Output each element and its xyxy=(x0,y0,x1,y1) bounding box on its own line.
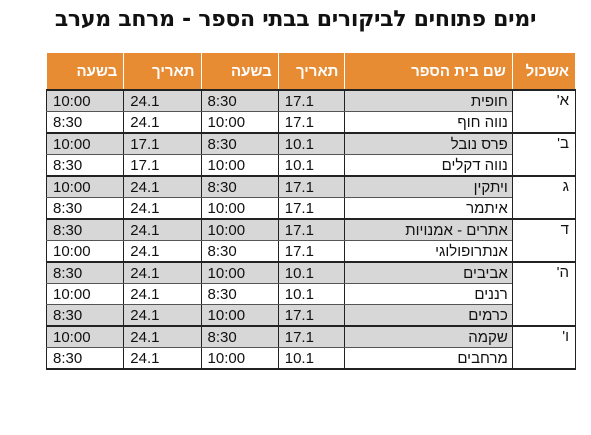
date-2-cell: 17.1 xyxy=(123,133,202,155)
school-name-cell: ויתקין xyxy=(344,176,513,198)
time-1-cell: 10:00 xyxy=(200,154,279,177)
time-1-cell: 8:30 xyxy=(200,133,279,155)
school-name-cell: חופית xyxy=(344,90,513,112)
table-row: רננים 10.1 8:30 24.1 10:00 xyxy=(45,283,576,305)
school-name-cell: איתמר xyxy=(344,197,513,220)
time-2-cell: 8:30 xyxy=(45,262,125,284)
school-name-cell: נווה חוף xyxy=(344,111,513,134)
table-header: אשכול שם בית הספר תאריך בשעה תאריך בשעה xyxy=(45,52,577,91)
time-1-cell: 8:30 xyxy=(200,176,279,198)
time-1-cell: 8:30 xyxy=(200,240,279,263)
time-1-cell: 10:00 xyxy=(200,304,279,327)
date-1-cell: 10.1 xyxy=(277,133,346,155)
header-cluster: אשכול xyxy=(511,52,577,91)
table-row: ו' שקמה 17.1 8:30 24.1 10:00 xyxy=(45,326,577,370)
date-1-cell: 17.1 xyxy=(277,197,346,220)
date-2-cell: 24.1 xyxy=(123,347,202,370)
date-2-cell: 24.1 xyxy=(123,283,202,305)
time-1-cell: 8:30 xyxy=(200,283,279,305)
date-2-cell: 24.1 xyxy=(123,219,202,241)
table-row: ג ויתקין 17.1 8:30 24.1 10:00 xyxy=(45,176,577,220)
date-1-cell: 17.1 xyxy=(277,240,346,263)
time-2-cell: 10:00 xyxy=(45,240,125,263)
table-body: א' חופית 17.1 8:30 24.1 10:00 נווה חוף 17.1 10:0… xyxy=(45,90,577,370)
date-2-cell: 24.1 xyxy=(123,262,202,284)
cluster-label: ב' xyxy=(511,133,577,177)
date-1-cell: 17.1 xyxy=(277,176,346,198)
table-row: ב' פרס נובל 10.1 8:30 17.1 10:00 xyxy=(45,133,577,177)
school-name-cell: רננים xyxy=(344,283,513,305)
time-2-cell: 10:00 xyxy=(45,283,125,305)
open-days-table: אשכול שם בית הספר תאריך בשעה תאריך בשעה … xyxy=(45,52,577,370)
school-name-cell: אנתרופולוגי xyxy=(344,240,513,263)
header-school-name: שם בית הספר xyxy=(344,52,513,91)
time-2-cell: 8:30 xyxy=(45,219,125,241)
date-1-cell: 10.1 xyxy=(277,283,346,305)
time-1-cell: 10:00 xyxy=(200,111,279,134)
date-1-cell: 17.1 xyxy=(277,90,346,112)
table-row: איתמר 17.1 10:00 24.1 8:30 xyxy=(45,197,576,220)
date-2-cell: 24.1 xyxy=(123,304,202,327)
time-2-cell: 10:00 xyxy=(45,90,125,112)
date-2-cell: 24.1 xyxy=(123,176,202,198)
date-1-cell: 10.1 xyxy=(277,262,346,284)
school-name-cell: נווה דקלים xyxy=(344,154,513,177)
time-2-cell: 10:00 xyxy=(45,133,125,155)
school-name-cell: פרס נובל xyxy=(344,133,513,155)
date-1-cell: 17.1 xyxy=(277,326,346,348)
cluster-label: ג xyxy=(511,176,577,220)
table-row: נווה דקלים 10.1 10:00 17.1 8:30 xyxy=(45,154,576,177)
page-title: ימים פתוחים לביקורים בבתי הספר - מרחב מע… xyxy=(54,7,537,32)
time-2-cell: 10:00 xyxy=(45,176,125,198)
date-1-cell: 17.1 xyxy=(277,219,346,241)
time-1-cell: 8:30 xyxy=(200,326,279,348)
time-2-cell: 8:30 xyxy=(45,197,125,220)
cluster-label: ה' xyxy=(511,262,577,327)
table-row: אנתרופולוגי 17.1 8:30 24.1 10:00 xyxy=(45,240,576,263)
school-name-cell: שקמה xyxy=(344,326,513,348)
table-row: ה' אביבים 10.1 10:00 24.1 8:30 xyxy=(45,262,577,327)
cluster-label: ד xyxy=(511,219,577,263)
time-2-cell: 8:30 xyxy=(45,154,125,177)
time-1-cell: 8:30 xyxy=(200,90,279,112)
time-2-cell: 8:30 xyxy=(45,347,125,370)
table-row: ד אתרים - אמנויות 17.1 10:00 24.1 8:30 xyxy=(45,219,577,263)
cluster-label: א' xyxy=(511,90,577,134)
school-name-cell: מרחבים xyxy=(344,347,513,370)
time-1-cell: 10:00 xyxy=(200,262,279,284)
header-date-2: תאריך xyxy=(123,52,202,91)
date-1-cell: 10.1 xyxy=(277,154,346,177)
school-name-cell: אביבים xyxy=(344,262,513,284)
header-time-2: בשעה xyxy=(45,52,125,91)
time-2-cell: 10:00 xyxy=(45,326,125,348)
date-2-cell: 17.1 xyxy=(123,154,202,177)
table-row: א' חופית 17.1 8:30 24.1 10:00 xyxy=(45,90,577,134)
date-2-cell: 24.1 xyxy=(123,111,202,134)
header-time-1: בשעה xyxy=(200,52,279,91)
date-2-cell: 24.1 xyxy=(123,240,202,263)
date-1-cell: 10.1 xyxy=(277,347,346,370)
table-row: נווה חוף 17.1 10:00 24.1 8:30 xyxy=(45,111,576,134)
header-date-1: תאריך xyxy=(277,52,346,91)
date-2-cell: 24.1 xyxy=(123,197,202,220)
time-2-cell: 8:30 xyxy=(45,111,125,134)
date-2-cell: 24.1 xyxy=(123,90,202,112)
date-2-cell: 24.1 xyxy=(123,326,202,348)
date-1-cell: 17.1 xyxy=(277,111,346,134)
date-1-cell: 17.1 xyxy=(277,304,346,327)
cluster-label: ו' xyxy=(511,326,577,370)
school-name-cell: כרמים xyxy=(344,304,513,327)
time-1-cell: 10:00 xyxy=(200,219,279,241)
time-2-cell: 8:30 xyxy=(45,304,125,327)
header-row: אשכול שם בית הספר תאריך בשעה תאריך בשעה xyxy=(45,52,577,91)
table-row: כרמים 17.1 10:00 24.1 8:30 xyxy=(45,304,576,327)
time-1-cell: 10:00 xyxy=(200,197,279,220)
time-1-cell: 10:00 xyxy=(200,347,279,370)
table-row: מרחבים 10.1 10:00 24.1 8:30 xyxy=(45,347,576,370)
school-name-cell: אתרים - אמנויות xyxy=(344,219,513,241)
